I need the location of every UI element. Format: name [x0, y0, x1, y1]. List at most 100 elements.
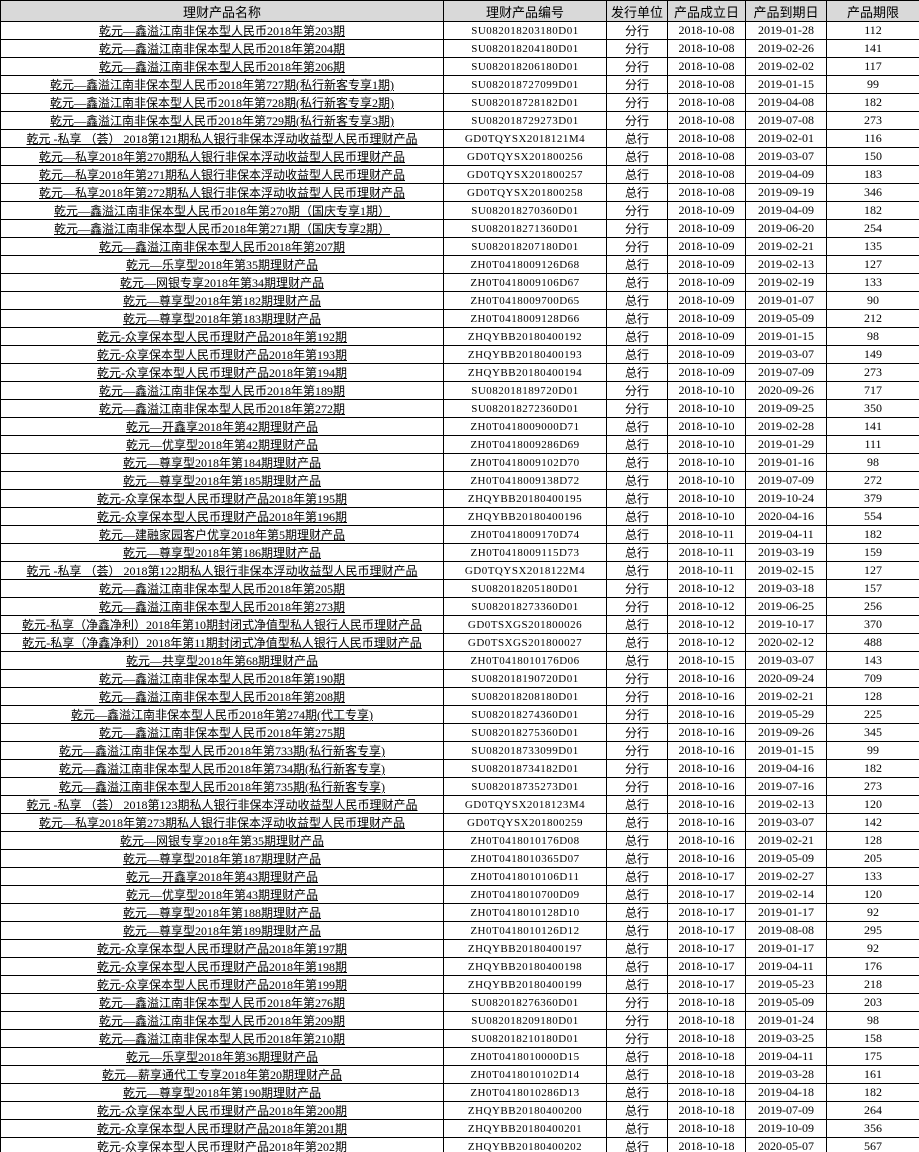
- issuer-cell: 分行: [606, 381, 668, 400]
- start-date-cell: 2018-10-12: [667, 615, 746, 634]
- product-name-cell[interactable]: 乾元-众享保本型人民币理财产品2018年第199期: [0, 975, 444, 994]
- product-name-cell[interactable]: 乾元—鑫溢江南非保本型人民币2018年第276期: [0, 993, 444, 1012]
- product-name-cell[interactable]: 乾元—鑫溢江南非保本型人民币2018年第733期(私行新客专享): [0, 741, 444, 760]
- end-date-cell: 2020-09-26: [745, 381, 827, 400]
- product-name-cell[interactable]: 乾元—鑫溢江南非保本型人民币2018年第189期: [0, 381, 444, 400]
- issuer-cell: 总行: [606, 831, 668, 850]
- start-date-cell: 2018-10-08: [667, 75, 746, 94]
- product-name-cell[interactable]: 乾元—鑫溢江南非保本型人民币2018年第275期: [0, 723, 444, 742]
- product-name-cell[interactable]: 乾元—优享型2018年第42期理财产品: [0, 435, 444, 454]
- product-name-cell[interactable]: 乾元—乐享型2018年第36期理财产品: [0, 1047, 444, 1066]
- product-name-cell[interactable]: 乾元—鑫溢江南非保本型人民币2018年第190期: [0, 669, 444, 688]
- product-name-cell[interactable]: 乾元—尊享型2018年第188期理财产品: [0, 903, 444, 922]
- product-code-cell: ZH0T0418010365D07: [443, 849, 607, 868]
- issuer-cell: 总行: [606, 1047, 668, 1066]
- end-date-cell: 2019-04-09: [745, 165, 827, 184]
- product-name-cell[interactable]: 乾元—尊享型2018年第185期理财产品: [0, 471, 444, 490]
- product-name-cell[interactable]: 乾元—私享2018年第272期私人银行非保本浮动收益型人民币理财产品: [0, 183, 444, 202]
- table-body: 乾元—鑫溢江南非保本型人民币2018年第203期 SU082018203180D…: [0, 21, 919, 1152]
- product-name-cell[interactable]: 乾元-众享保本型人民币理财产品2018年第200期: [0, 1101, 444, 1120]
- product-name-cell[interactable]: 乾元—鑫溢江南非保本型人民币2018年第204期: [0, 39, 444, 58]
- product-name-cell[interactable]: 乾元—尊享型2018年第190期理财产品: [0, 1083, 444, 1102]
- product-name-cell[interactable]: 乾元—薪享通代工专享2018年第20期理财产品: [0, 1065, 444, 1084]
- product-name-cell[interactable]: 乾元—网银专享2018年第34期理财产品: [0, 273, 444, 292]
- term-cell: 99: [826, 741, 919, 760]
- product-name-cell[interactable]: 乾元-众享保本型人民币理财产品2018年第192期: [0, 327, 444, 346]
- product-name-cell[interactable]: 乾元 -私享 （荟） 2018第122期私人银行非保本浮动收益型人民币理财产品: [0, 561, 444, 580]
- issuer-cell: 分行: [606, 201, 668, 220]
- issuer-cell: 分行: [606, 75, 668, 94]
- product-name-cell[interactable]: 乾元—私享2018年第271期私人银行非保本浮动收益型人民币理财产品: [0, 165, 444, 184]
- col-header-start-date: 产品成立日: [667, 0, 746, 22]
- product-name-cell[interactable]: 乾元—乐享型2018年第35期理财产品: [0, 255, 444, 274]
- product-name-cell[interactable]: 乾元-众享保本型人民币理财产品2018年第193期: [0, 345, 444, 364]
- term-cell: 143: [826, 651, 919, 670]
- product-name-cell[interactable]: 乾元—鑫溢江南非保本型人民币2018年第274期(代工专享): [0, 705, 444, 724]
- product-name-cell[interactable]: 乾元—建融家园客户优享2018年第5期理财产品: [0, 525, 444, 544]
- product-name-cell[interactable]: 乾元—鑫溢江南非保本型人民币2018年第270期（国庆专享1期）: [0, 201, 444, 220]
- product-name-cell[interactable]: 乾元—尊享型2018年第184期理财产品: [0, 453, 444, 472]
- product-name-cell[interactable]: 乾元 -私享 （荟） 2018第123期私人银行非保本浮动收益型人民币理财产品: [0, 795, 444, 814]
- product-name-cell[interactable]: 乾元-众享保本型人民币理财产品2018年第197期: [0, 939, 444, 958]
- product-name-cell[interactable]: 乾元—共享型2018年第68期理财产品: [0, 651, 444, 670]
- product-name-cell[interactable]: 乾元—鑫溢江南非保本型人民币2018年第209期: [0, 1011, 444, 1030]
- product-code-cell: SU082018206180D01: [443, 57, 607, 76]
- product-name-cell[interactable]: 乾元—鑫溢江南非保本型人民币2018年第208期: [0, 687, 444, 706]
- product-name-cell[interactable]: 乾元-私享（净鑫净利）2018年第10期封闭式净值型私人银行人民币理财产品: [0, 615, 444, 634]
- issuer-cell: 分行: [606, 399, 668, 418]
- product-name-cell[interactable]: 乾元—开鑫享2018年第43期理财产品: [0, 867, 444, 886]
- product-name-cell[interactable]: 乾元—鑫溢江南非保本型人民币2018年第729期(私行新客专享3期): [0, 111, 444, 130]
- product-name-cell[interactable]: 乾元—优享型2018年第43期理财产品: [0, 885, 444, 904]
- product-name-cell[interactable]: 乾元—鑫溢江南非保本型人民币2018年第734期(私行新客专享): [0, 759, 444, 778]
- product-name-cell[interactable]: 乾元—私享2018年第273期私人银行非保本浮动收益型人民币理财产品: [0, 813, 444, 832]
- product-code-cell: ZHQYBB20180400202: [443, 1137, 607, 1152]
- term-cell: 379: [826, 489, 919, 508]
- product-code-cell: ZHQYBB20180400201: [443, 1119, 607, 1138]
- end-date-cell: 2019-07-09: [745, 363, 827, 382]
- product-name-cell[interactable]: 乾元—鑫溢江南非保本型人民币2018年第203期: [0, 21, 444, 40]
- issuer-cell: 总行: [606, 633, 668, 652]
- product-name-cell[interactable]: 乾元 -私享 （荟） 2018第121期私人银行非保本浮动收益型人民币理财产品: [0, 129, 444, 148]
- product-name-cell[interactable]: 乾元—鑫溢江南非保本型人民币2018年第271期（国庆专享2期）: [0, 219, 444, 238]
- product-name-cell[interactable]: 乾元—尊享型2018年第182期理财产品: [0, 291, 444, 310]
- product-name-cell[interactable]: 乾元—鑫溢江南非保本型人民币2018年第273期: [0, 597, 444, 616]
- product-name-cell[interactable]: 乾元-众享保本型人民币理财产品2018年第196期: [0, 507, 444, 526]
- product-name-cell[interactable]: 乾元—私享2018年第270期私人银行非保本浮动收益型人民币理财产品: [0, 147, 444, 166]
- product-name-cell[interactable]: 乾元—尊享型2018年第186期理财产品: [0, 543, 444, 562]
- product-code-cell: ZH0T0418010286D13: [443, 1083, 607, 1102]
- product-code-cell: ZH0T0418010700D09: [443, 885, 607, 904]
- issuer-cell: 分行: [606, 705, 668, 724]
- start-date-cell: 2018-10-09: [667, 219, 746, 238]
- product-name-cell[interactable]: 乾元—鑫溢江南非保本型人民币2018年第727期(私行新客专享1期): [0, 75, 444, 94]
- product-code-cell: GD0TQYSX2018121M4: [443, 129, 607, 148]
- product-name-cell[interactable]: 乾元—鑫溢江南非保本型人民币2018年第206期: [0, 57, 444, 76]
- product-name-cell[interactable]: 乾元-众享保本型人民币理财产品2018年第198期: [0, 957, 444, 976]
- product-code-cell: SU082018271360D01: [443, 219, 607, 238]
- header-row: 理财产品名称 理财产品编号 发行单位 产品成立日 产品到期日 产品期限: [0, 0, 919, 22]
- table-row: 乾元-众享保本型人民币理财产品2018年第193期 ZHQYBB20180400…: [0, 345, 919, 364]
- product-code-cell: ZH0T0418010106D11: [443, 867, 607, 886]
- product-name-cell[interactable]: 乾元—网银专享2018年第35期理财产品: [0, 831, 444, 850]
- table-row: 乾元—鑫溢江南非保本型人民币2018年第208期 SU082018208180D…: [0, 687, 919, 706]
- product-name-cell[interactable]: 乾元—鑫溢江南非保本型人民币2018年第210期: [0, 1029, 444, 1048]
- end-date-cell: 2019-04-11: [745, 1047, 827, 1066]
- product-name-cell[interactable]: 乾元-众享保本型人民币理财产品2018年第201期: [0, 1119, 444, 1138]
- table-row: 乾元—尊享型2018年第184期理财产品 ZH0T0418009102D70 总…: [0, 453, 919, 472]
- product-name-cell[interactable]: 乾元—尊享型2018年第187期理财产品: [0, 849, 444, 868]
- product-name-cell[interactable]: 乾元—开鑫享2018年第42期理财产品: [0, 417, 444, 436]
- product-name-cell[interactable]: 乾元—鑫溢江南非保本型人民币2018年第205期: [0, 579, 444, 598]
- product-name-cell[interactable]: 乾元—鑫溢江南非保本型人民币2018年第207期: [0, 237, 444, 256]
- product-name-cell[interactable]: 乾元—尊享型2018年第183期理财产品: [0, 309, 444, 328]
- product-name-cell[interactable]: 乾元—鑫溢江南非保本型人民币2018年第728期(私行新客专享2期): [0, 93, 444, 112]
- product-name-cell[interactable]: 乾元-众享保本型人民币理财产品2018年第195期: [0, 489, 444, 508]
- product-name-cell[interactable]: 乾元-私享（净鑫净利）2018年第11期封闭式净值型私人银行人民币理财产品: [0, 633, 444, 652]
- issuer-cell: 总行: [606, 471, 668, 490]
- product-name-cell[interactable]: 乾元-众享保本型人民币理财产品2018年第194期: [0, 363, 444, 382]
- product-code-cell: SU082018189720D01: [443, 381, 607, 400]
- product-name-cell[interactable]: 乾元—尊享型2018年第189期理财产品: [0, 921, 444, 940]
- product-name-cell[interactable]: 乾元-众享保本型人民币理财产品2018年第202期: [0, 1137, 444, 1152]
- term-cell: 183: [826, 165, 919, 184]
- product-name-cell[interactable]: 乾元—鑫溢江南非保本型人民币2018年第735期(私行新客专享): [0, 777, 444, 796]
- product-name-cell[interactable]: 乾元—鑫溢江南非保本型人民币2018年第272期: [0, 399, 444, 418]
- start-date-cell: 2018-10-16: [667, 831, 746, 850]
